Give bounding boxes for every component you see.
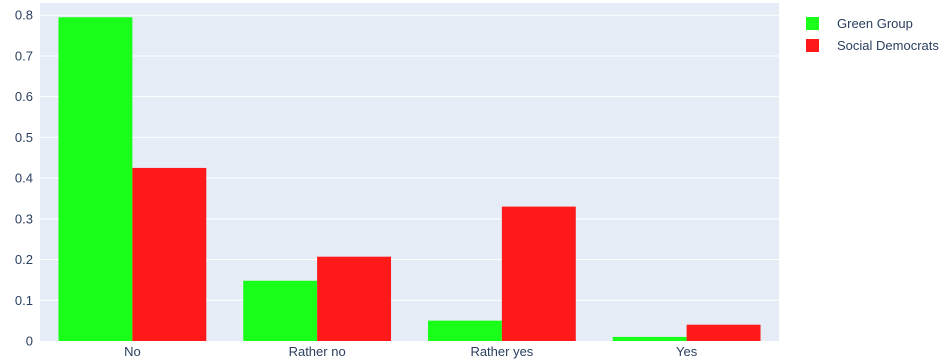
bar-social-democrats[interactable] xyxy=(317,256,392,341)
x-tick-label: Rather no xyxy=(289,344,346,359)
bars xyxy=(58,17,761,341)
bar-green-group[interactable] xyxy=(427,320,502,341)
x-tick-label: Yes xyxy=(676,344,698,359)
y-tick-label: 0.3 xyxy=(15,211,33,226)
bar-green-group[interactable] xyxy=(58,17,133,341)
y-tick-label: 0.8 xyxy=(15,8,33,23)
y-tick-label: 0.6 xyxy=(15,89,33,104)
x-axis: No Rather no Rather yes Yes xyxy=(124,344,698,359)
legend-swatch-social-democrats xyxy=(806,38,819,52)
y-tick-label: 0.1 xyxy=(15,293,33,308)
y-tick-label: 0.2 xyxy=(15,252,33,267)
y-tick-label: 0.5 xyxy=(15,130,33,145)
legend: Green Group Social Democrats xyxy=(806,12,939,56)
legend-item-green-group[interactable]: Green Group xyxy=(806,12,939,34)
legend-swatch-green-group xyxy=(806,16,819,30)
x-tick-label: No xyxy=(124,344,141,359)
y-axis: 0 0.1 0.2 0.3 0.4 0.5 0.6 0.7 0.8 xyxy=(15,8,33,349)
x-tick-label: Rather yes xyxy=(470,344,533,359)
bar-social-democrats[interactable] xyxy=(686,324,761,341)
legend-label: Social Democrats xyxy=(837,37,939,53)
y-tick-label: 0.7 xyxy=(15,48,33,63)
bar-social-democrats[interactable] xyxy=(501,206,576,341)
bar-green-group[interactable] xyxy=(243,280,318,341)
legend-label: Green Group xyxy=(837,15,913,31)
bar-social-democrats[interactable] xyxy=(132,167,207,341)
y-tick-label: 0 xyxy=(26,334,33,349)
legend-item-social-democrats[interactable]: Social Democrats xyxy=(806,34,939,56)
bar-green-group[interactable] xyxy=(612,336,687,341)
y-tick-label: 0.4 xyxy=(15,171,33,186)
